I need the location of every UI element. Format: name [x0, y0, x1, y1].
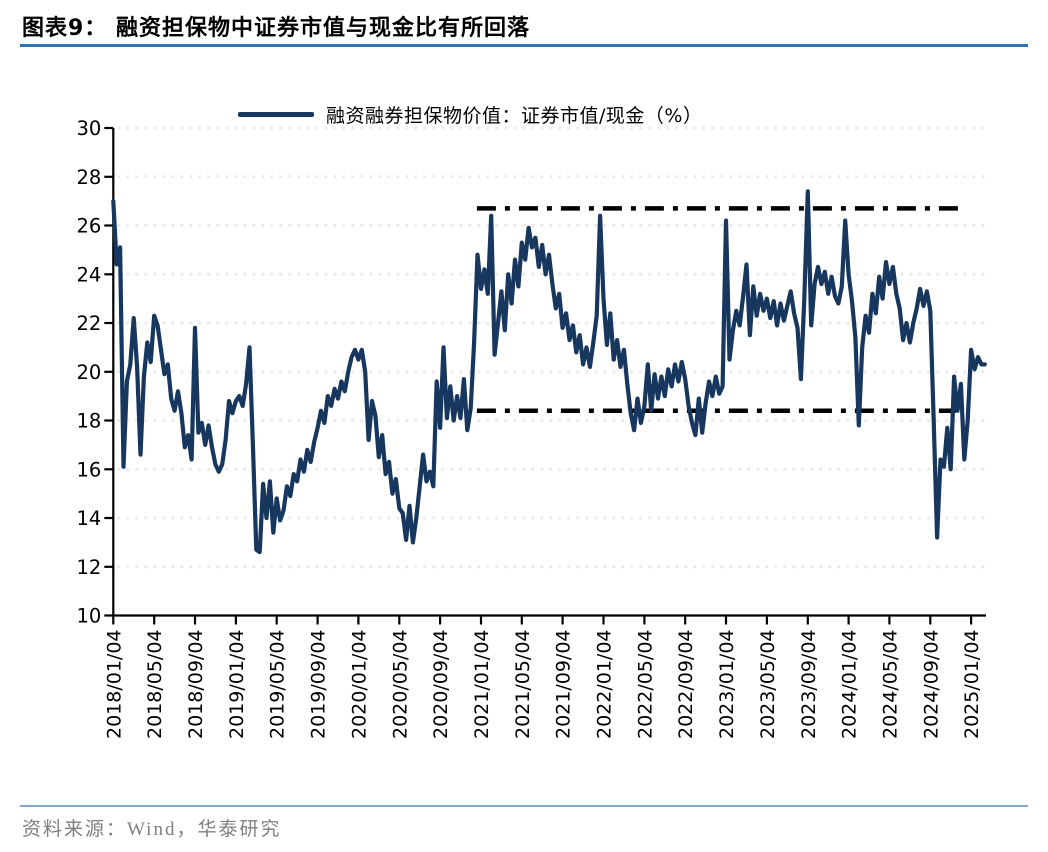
x-tick-label: 2022/05/04 [634, 630, 656, 740]
x-tick-label: 2025/01/04 [961, 630, 983, 740]
chart-legend: 融资融券担保物价值：证券市值/现金（%） [238, 101, 702, 128]
x-tick-label: 2018/09/04 [185, 630, 207, 740]
y-tick-label: 16 [76, 458, 101, 481]
x-tick-label: 2019/01/04 [226, 630, 248, 740]
x-tick-label: 2023/09/04 [798, 630, 820, 740]
x-tick-label: 2020/05/04 [389, 630, 411, 740]
x-tick-label: 2021/05/04 [512, 630, 534, 740]
y-tick-label: 22 [76, 312, 101, 335]
x-tick-label: 2024/01/04 [839, 630, 861, 740]
x-tick-label: 2019/05/04 [267, 630, 289, 740]
y-tick-label: 30 [76, 117, 101, 140]
x-tick-label: 2022/09/04 [675, 630, 697, 740]
x-tick-label: 2024/09/04 [920, 630, 942, 740]
x-tick-label: 2023/05/04 [757, 630, 779, 740]
series-line [111, 189, 987, 555]
x-tick-label: 2024/05/04 [879, 630, 901, 740]
y-tick-label: 10 [76, 605, 101, 628]
y-tick-label: 12 [76, 556, 101, 579]
x-tick-label: 2023/01/04 [716, 630, 738, 740]
y-tick-label: 28 [76, 166, 101, 189]
x-tick-label: 2022/01/04 [594, 630, 616, 740]
y-tick-label: 18 [76, 410, 101, 433]
x-tick-label: 2020/01/04 [348, 630, 370, 740]
y-tick-label: 24 [76, 263, 101, 286]
page-title: 图表9： 融资担保物中证券市值与现金比有所回落 [22, 16, 530, 41]
x-tick-label: 2021/09/04 [553, 630, 575, 740]
x-tick-label: 2021/01/04 [471, 630, 493, 740]
legend-line-swatch [238, 112, 314, 117]
y-tick-label: 26 [76, 215, 101, 238]
source-note: 资料来源：Wind，华泰研究 [22, 819, 282, 840]
y-tick-label: 14 [76, 507, 101, 530]
x-tick-label: 2019/09/04 [308, 630, 330, 740]
title-underline [20, 44, 1028, 47]
x-tick-label: 2018/01/04 [103, 630, 125, 740]
footer-divider [20, 805, 1028, 807]
x-tick-label: 2020/09/04 [430, 630, 452, 740]
y-tick-label: 20 [76, 361, 101, 384]
legend-label: 融资融券担保物价值：证券市值/现金（%） [326, 105, 703, 127]
x-tick-label: 2018/05/04 [144, 630, 166, 740]
